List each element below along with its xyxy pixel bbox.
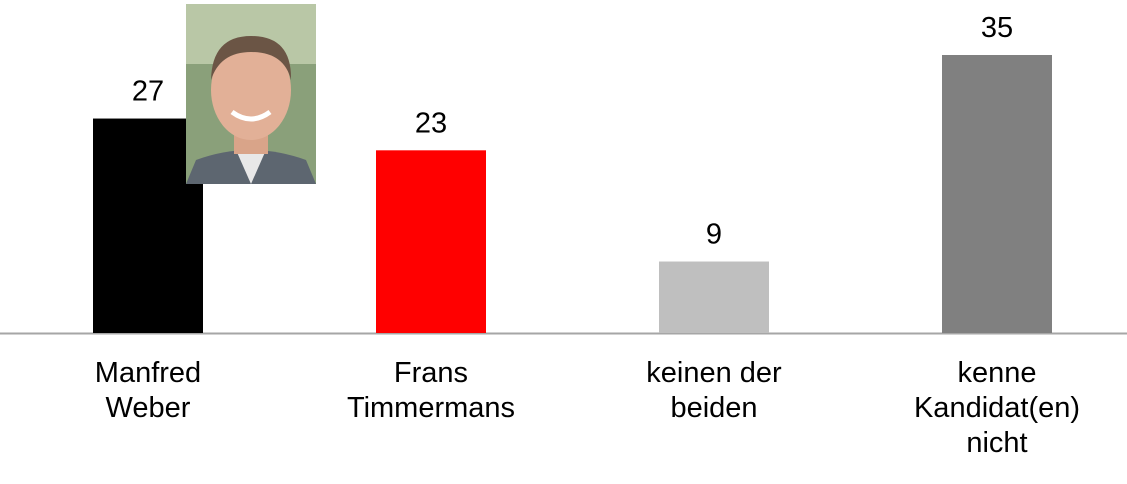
x-tick-label: Frans Timmermans — [341, 356, 521, 426]
value-label: 35 — [981, 12, 1013, 44]
value-label: 27 — [132, 76, 164, 108]
x-tick-label: Manfred Weber — [58, 356, 238, 426]
bar — [659, 262, 769, 333]
x-tick-label: keinen der beiden — [624, 356, 804, 426]
x-tick-label: kenne Kandidat(en) nicht — [907, 356, 1087, 461]
bar — [376, 150, 486, 333]
value-label: 23 — [415, 107, 447, 139]
bar — [942, 55, 1052, 333]
value-label: 9 — [706, 219, 722, 251]
photo — [186, 4, 316, 184]
chart: 27 23 9 35 Manfred Weber Frans Timmermans kei… — [0, 0, 1127, 484]
